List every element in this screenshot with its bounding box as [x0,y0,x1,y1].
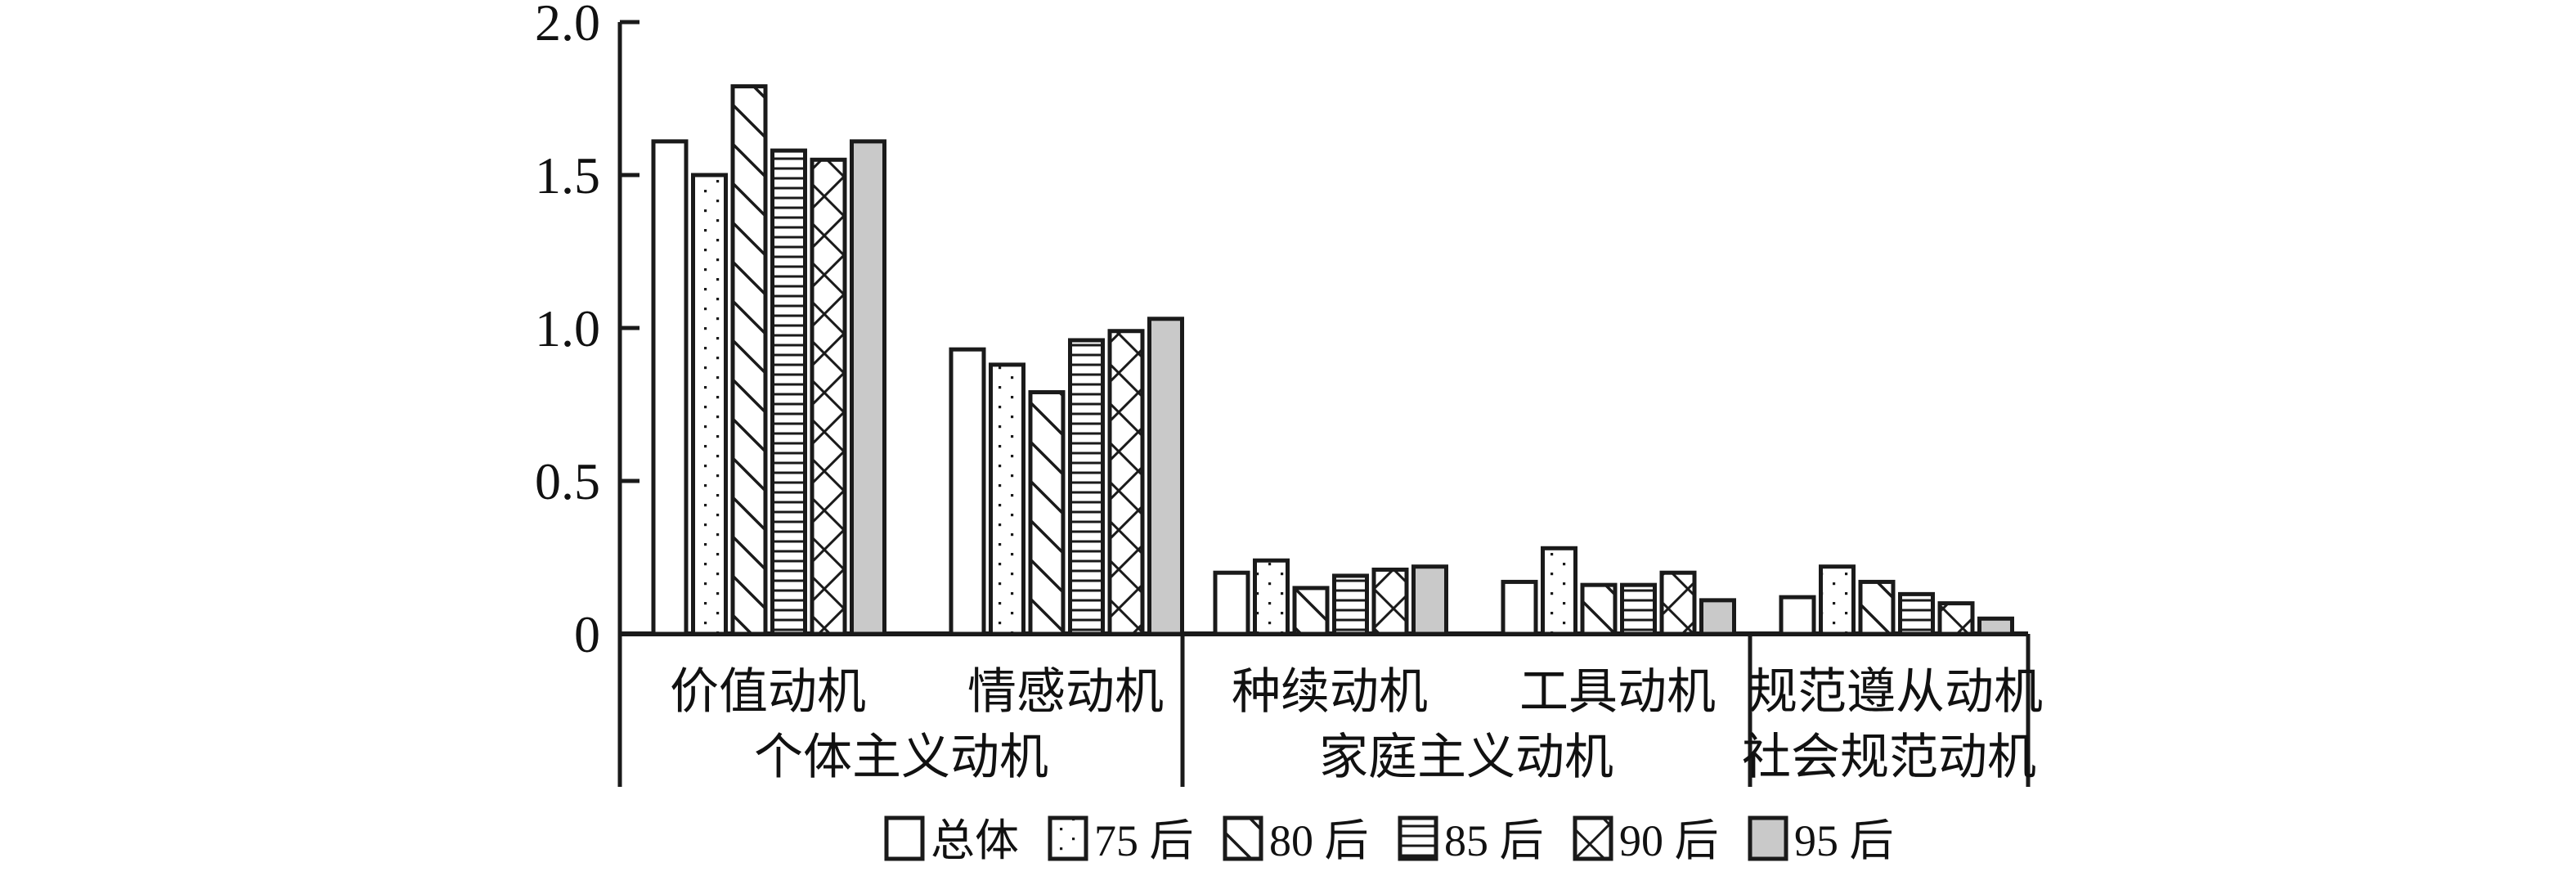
bar [949,347,986,636]
legend-label: 80 后 [1269,816,1369,865]
bar [1411,564,1448,636]
series-crosshatch [810,157,1975,636]
bar [1541,546,1577,636]
legend-label: 90 后 [1619,816,1719,865]
legend-swatch-crosshatch [1573,815,1613,861]
legend-swatch-dots [1048,815,1088,861]
category-group-label: 个体主义动机 [754,730,1048,784]
bar [730,84,768,636]
category-label: 种续动机 [1232,665,1428,719]
bar [1068,338,1105,636]
bar [1253,558,1290,636]
bar [1028,390,1066,636]
legend-swatch-diagonal [1223,815,1263,861]
series-dots [691,173,1856,636]
series-gray [850,139,2014,636]
bar [1699,598,1736,636]
bar [1819,564,1856,636]
y-tick-label: 1.0 [535,299,600,357]
bar [1107,329,1145,636]
bar [1659,570,1697,636]
bar [1147,317,1184,636]
bar [691,173,728,636]
category-label: 工具动机 [1519,665,1716,719]
legend-label: 95 后 [1794,816,1894,865]
legend-label: 85 后 [1444,816,1544,865]
bar [1292,586,1330,636]
bar [1898,591,1935,636]
bar [989,362,1025,636]
bar [1977,616,2014,636]
legend: 总体 75 后 80 后 85 后 90 后 95 后 [884,815,1894,865]
bar [810,157,847,636]
legend-label: 总体 [931,816,1019,865]
bar [1213,570,1250,636]
series-plain [651,139,1816,636]
bar-series [651,84,2014,636]
legend-swatch-plain [884,815,925,861]
bar [651,139,689,636]
y-tick-label: 0.5 [535,452,600,510]
series-hlines [770,148,1935,636]
bar [1858,579,1896,636]
bar [850,139,886,636]
bar [1779,595,1816,636]
legend-swatch-gray [1748,815,1788,861]
bar [1620,582,1657,636]
y-tick-label: 1.5 [535,146,600,204]
legend-swatch-hlines [1398,815,1438,861]
legend-label: 75 后 [1094,816,1194,865]
category-label: 价值动机 [670,665,866,719]
category-group-label: 社会规范动机 [1742,730,2036,784]
y-tick-label: 0 [574,605,600,663]
y-tick-label: 2.0 [535,0,600,52]
bar [1371,567,1409,636]
category-label: 情感动机 [967,665,1164,719]
bar [770,148,807,636]
bar [1332,573,1369,636]
bar [1937,601,1975,636]
category-group-label: 家庭主义动机 [1319,730,1613,784]
bar [1580,582,1618,636]
category-label: 规范遵从动机 [1748,665,2043,719]
bar [1501,579,1538,636]
series-diagonal [730,84,1896,636]
